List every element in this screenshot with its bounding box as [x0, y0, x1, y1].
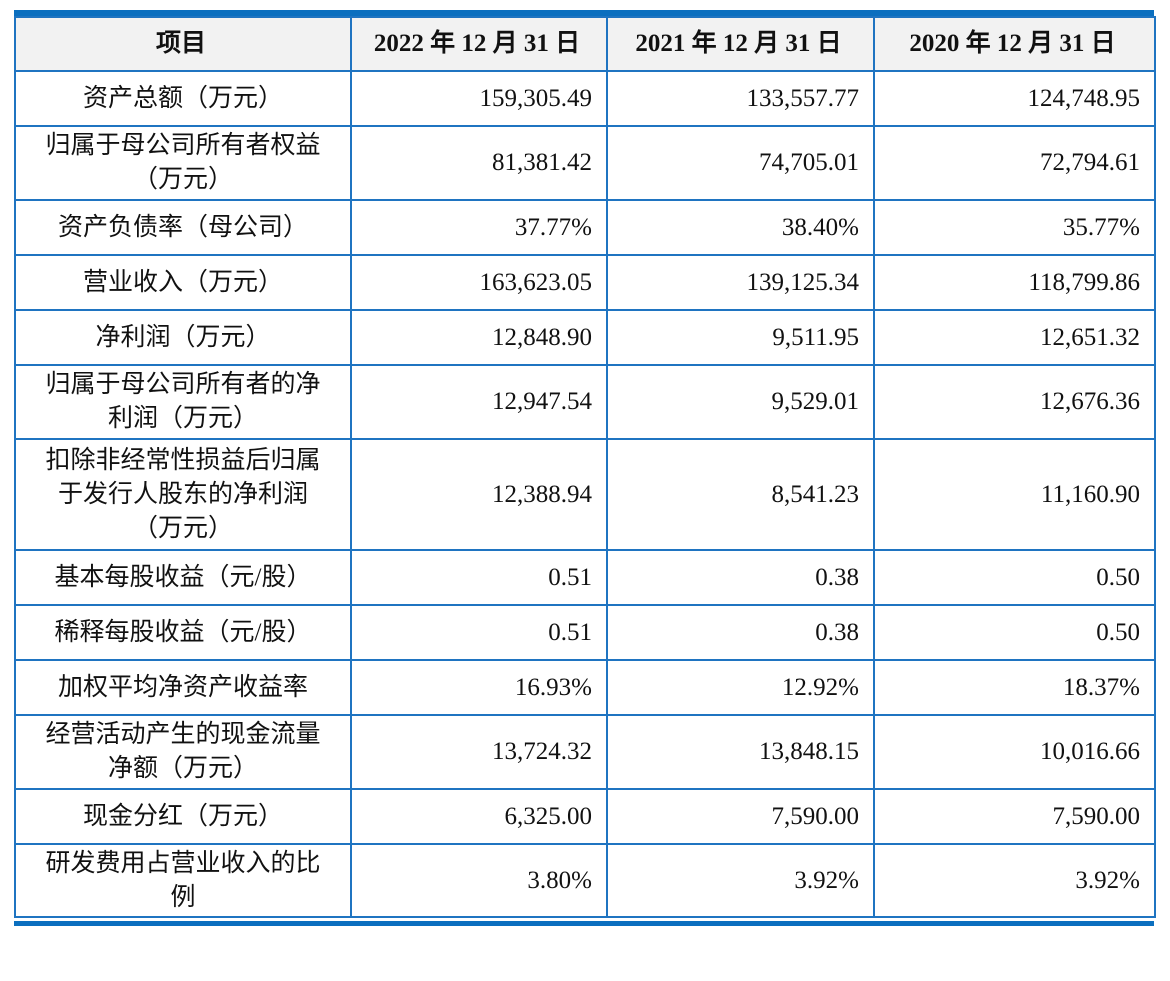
table-row: 归属于母公司所有者权益（万元） 81,381.42 74,705.01 72,794.… [14, 125, 1156, 201]
value-2021: 9,511.95 [606, 309, 875, 366]
row-label: 扣除非经常性损益后归属于发行人股东的净利润（万元） [14, 438, 352, 551]
row-label: 净利润（万元） [14, 309, 352, 366]
table-row: 资产负债率（母公司） 37.77% 38.40% 35.77% [14, 199, 1156, 256]
value-2022: 12,388.94 [350, 438, 608, 551]
header-2020: 2020 年 12 月 31 日 [873, 16, 1156, 72]
value-2021: 3.92% [606, 843, 875, 918]
table-row: 扣除非经常性损益后归属于发行人股东的净利润（万元） 12,388.94 8,541.… [14, 438, 1156, 551]
table-row: 研发费用占营业收入的比例 3.80% 3.92% 3.92% [14, 843, 1156, 918]
value-2022: 163,623.05 [350, 254, 608, 311]
financial-summary-table-wrap: 项目 2022 年 12 月 31 日 2021 年 12 月 31 日 202… [14, 10, 1156, 926]
value-2020: 124,748.95 [873, 70, 1156, 127]
value-2022: 6,325.00 [350, 788, 608, 845]
value-2021: 38.40% [606, 199, 875, 256]
table-row: 营业收入（万元） 163,623.05 139,125.34 118,799.86 [14, 254, 1156, 311]
row-label: 营业收入（万元） [14, 254, 352, 311]
header-row: 项目 2022 年 12 月 31 日 2021 年 12 月 31 日 202… [14, 16, 1156, 72]
value-2020: 35.77% [873, 199, 1156, 256]
value-2020: 10,016.66 [873, 714, 1156, 790]
financial-summary-table: 项目 2022 年 12 月 31 日 2021 年 12 月 31 日 202… [14, 16, 1156, 918]
value-2020: 0.50 [873, 604, 1156, 661]
value-2020: 0.50 [873, 549, 1156, 606]
header-2022: 2022 年 12 月 31 日 [350, 16, 608, 72]
row-label: 资产总额（万元） [14, 70, 352, 127]
value-2022: 12,848.90 [350, 309, 608, 366]
table-row: 经营活动产生的现金流量净额（万元） 13,724.32 13,848.15 10,01… [14, 714, 1156, 790]
value-2022: 37.77% [350, 199, 608, 256]
value-2021: 74,705.01 [606, 125, 875, 201]
row-label: 基本每股收益（元/股） [14, 549, 352, 606]
bottom-rule [14, 921, 1154, 926]
row-label: 归属于母公司所有者权益（万元） [14, 125, 352, 201]
row-label: 归属于母公司所有者的净利润（万元） [14, 364, 352, 440]
value-2021: 7,590.00 [606, 788, 875, 845]
table-row: 基本每股收益（元/股） 0.51 0.38 0.50 [14, 549, 1156, 606]
table-row: 加权平均净资产收益率 16.93% 12.92% 18.37% [14, 659, 1156, 716]
value-2020: 3.92% [873, 843, 1156, 918]
value-2021: 8,541.23 [606, 438, 875, 551]
header-item: 项目 [14, 16, 352, 72]
value-2021: 139,125.34 [606, 254, 875, 311]
value-2021: 13,848.15 [606, 714, 875, 790]
value-2022: 12,947.54 [350, 364, 608, 440]
table-row: 净利润（万元） 12,848.90 9,511.95 12,651.32 [14, 309, 1156, 366]
row-label: 研发费用占营业收入的比例 [14, 843, 352, 918]
top-rule [14, 10, 1154, 16]
value-2022: 16.93% [350, 659, 608, 716]
value-2022: 13,724.32 [350, 714, 608, 790]
value-2020: 11,160.90 [873, 438, 1156, 551]
header-2021: 2021 年 12 月 31 日 [606, 16, 875, 72]
value-2022: 0.51 [350, 604, 608, 661]
row-label: 现金分红（万元） [14, 788, 352, 845]
value-2022: 81,381.42 [350, 125, 608, 201]
value-2022: 159,305.49 [350, 70, 608, 127]
table-row: 资产总额（万元） 159,305.49 133,557.77 124,748.95 [14, 70, 1156, 127]
value-2020: 12,676.36 [873, 364, 1156, 440]
value-2021: 133,557.77 [606, 70, 875, 127]
value-2021: 12.92% [606, 659, 875, 716]
value-2020: 7,590.00 [873, 788, 1156, 845]
row-label: 资产负债率（母公司） [14, 199, 352, 256]
row-label: 经营活动产生的现金流量净额（万元） [14, 714, 352, 790]
value-2021: 0.38 [606, 549, 875, 606]
row-label: 稀释每股收益（元/股） [14, 604, 352, 661]
row-label: 加权平均净资产收益率 [14, 659, 352, 716]
value-2022: 3.80% [350, 843, 608, 918]
value-2020: 18.37% [873, 659, 1156, 716]
value-2020: 12,651.32 [873, 309, 1156, 366]
value-2020: 118,799.86 [873, 254, 1156, 311]
value-2022: 0.51 [350, 549, 608, 606]
value-2020: 72,794.61 [873, 125, 1156, 201]
table-row: 归属于母公司所有者的净利润（万元） 12,947.54 9,529.01 12,676… [14, 364, 1156, 440]
value-2021: 0.38 [606, 604, 875, 661]
table-row: 稀释每股收益（元/股） 0.51 0.38 0.50 [14, 604, 1156, 661]
value-2021: 9,529.01 [606, 364, 875, 440]
table-row: 现金分红（万元） 6,325.00 7,590.00 7,590.00 [14, 788, 1156, 845]
